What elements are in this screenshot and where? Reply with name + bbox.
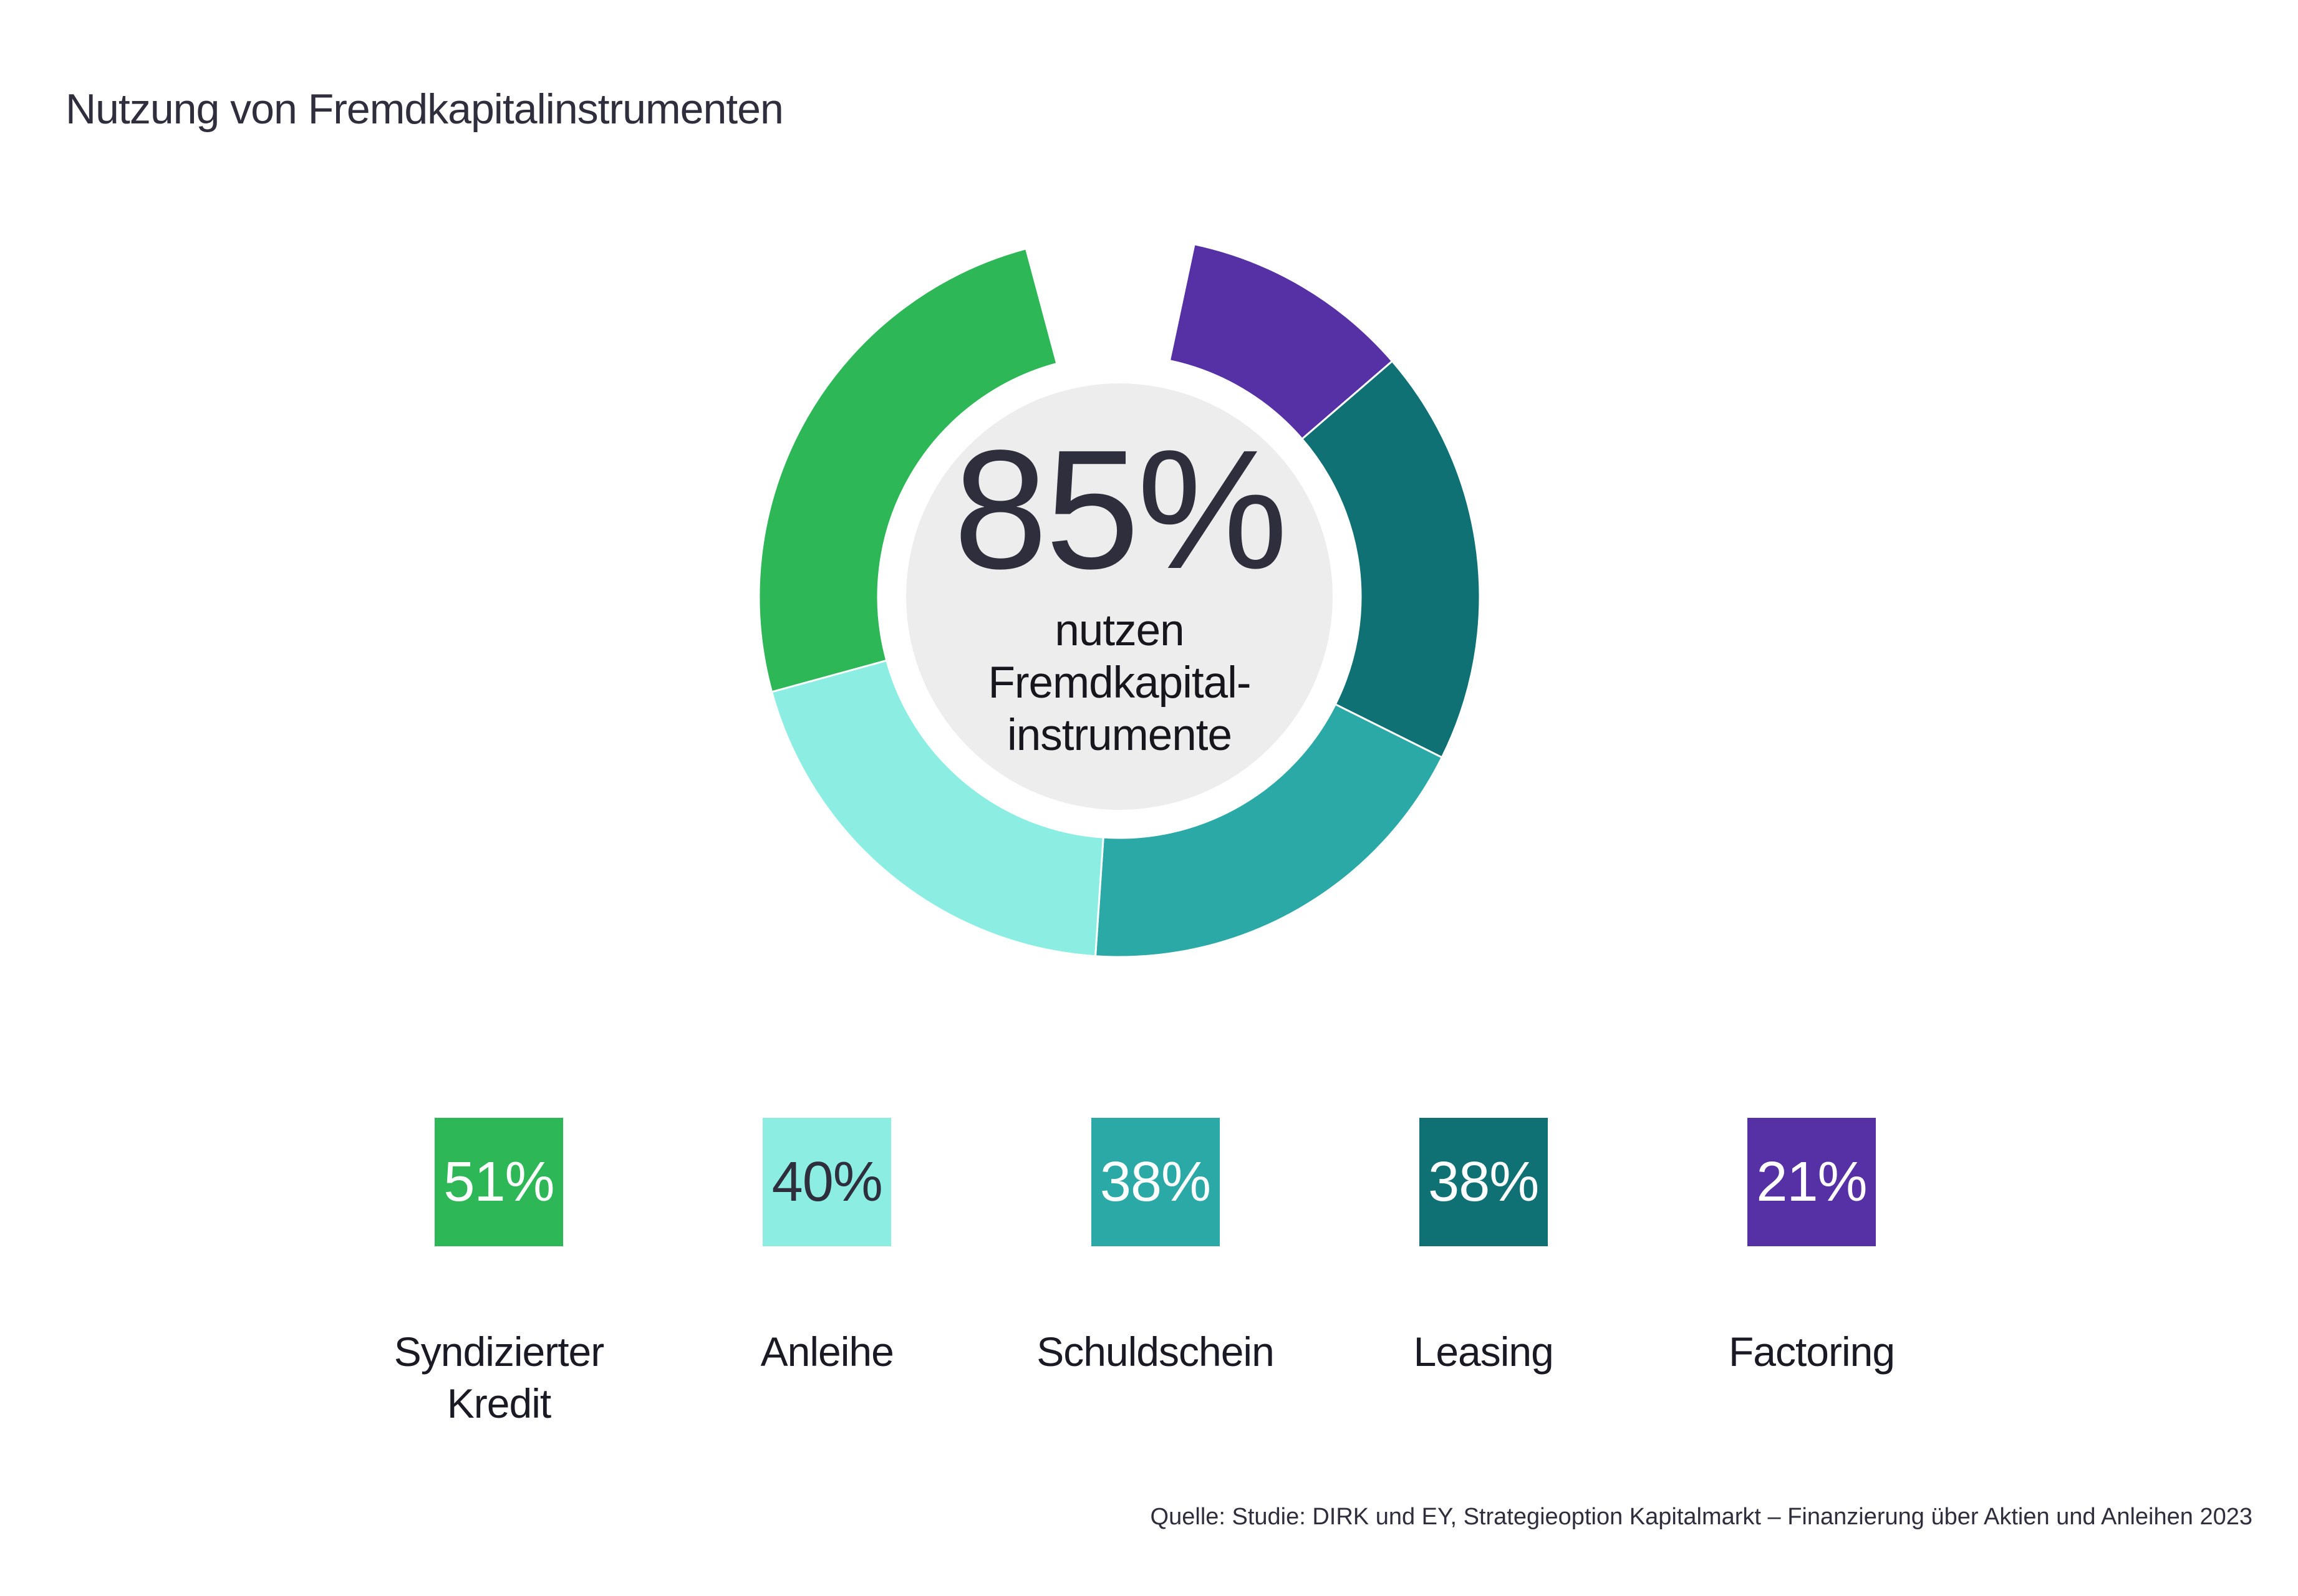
legend-swatch-syndizierter-kredit: 51% [435, 1118, 563, 1246]
legend-value-leasing: 38% [1428, 1150, 1539, 1213]
donut-slice-leasing [1300, 360, 1481, 759]
donut-center-value: 85% [953, 415, 1288, 605]
donut-center-label: 85% nutzen Fremdkapital- instrumente [906, 383, 1333, 810]
legend-item-leasing: 38% Leasing [1349, 1118, 1618, 1430]
legend: 51% Syndizierter Kredit 40% Anleihe 38% … [365, 1118, 1946, 1430]
legend-label-factoring: Factoring [1728, 1329, 1895, 1375]
legend-swatch-schuldschein: 38% [1091, 1118, 1220, 1246]
donut-hub [906, 383, 1333, 810]
legend-value-schuldschein: 38% [1099, 1150, 1211, 1213]
legend-item-schuldschein: 38% Schuldschein [1021, 1118, 1290, 1430]
legend-item-anleihe: 40% Anleihe [693, 1118, 961, 1430]
source-note: Quelle: Studie: DIRK und EY, Strategieop… [1150, 1504, 2252, 1530]
donut-center-caption-line-1: nutzen [1055, 606, 1184, 656]
legend-value-syndizierter-kredit: 51% [443, 1150, 554, 1213]
donut-center-caption-line-2: Fremdkapital- [988, 658, 1251, 708]
donut-center-caption-line-3: instrumente [1007, 711, 1232, 760]
donut-chart [758, 243, 1481, 958]
legend-label-schuldschein: Schuldschein [1036, 1329, 1275, 1375]
legend-label-anleihe: Anleihe [760, 1329, 894, 1375]
legend-item-syndizierter-kredit: 51% Syndizierter Kredit [365, 1118, 633, 1430]
donut-slice-schuldschein [1094, 703, 1444, 958]
donut-slice-anleihe [770, 659, 1104, 958]
legend-value-anleihe: 40% [771, 1150, 883, 1213]
legend-item-factoring: 21% Factoring [1678, 1118, 1946, 1430]
legend-swatch-leasing: 38% [1419, 1118, 1548, 1246]
donut-chart-wrap [745, 223, 1494, 971]
donut-center-caption: nutzen Fremdkapital- instrumente [988, 605, 1251, 761]
chart-title: Nutzung von Fremdkapitalinstrumenten [65, 85, 784, 133]
legend-label-leasing: Leasing [1413, 1329, 1554, 1375]
legend-swatch-anleihe: 40% [763, 1118, 892, 1246]
legend-value-factoring: 21% [1756, 1150, 1867, 1213]
legend-label-syndizierter-kredit: Syndizierter Kredit [393, 1329, 604, 1427]
donut-slice-syndizierter-kredit [758, 247, 1058, 693]
legend-swatch-factoring: 21% [1747, 1118, 1876, 1246]
